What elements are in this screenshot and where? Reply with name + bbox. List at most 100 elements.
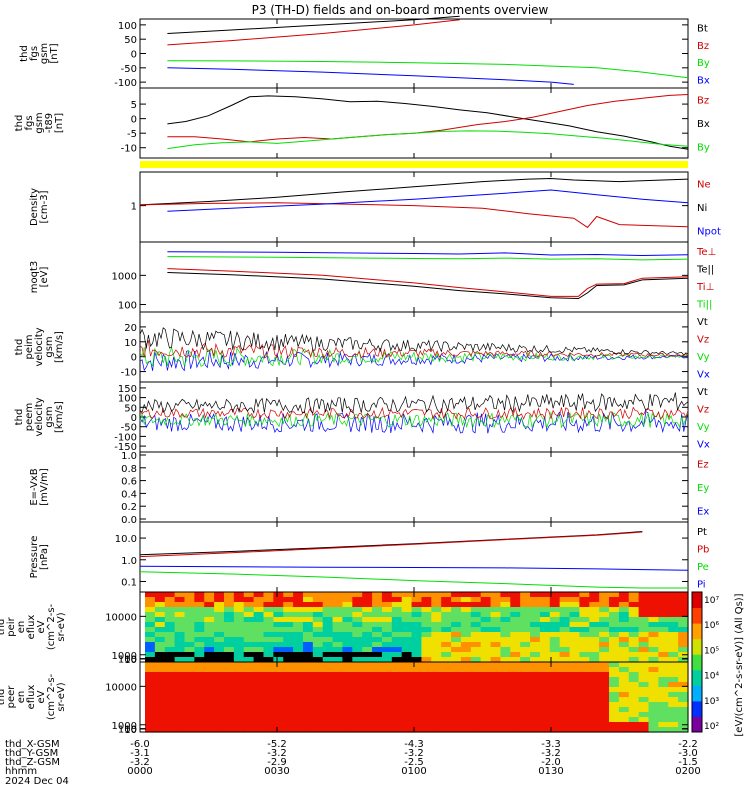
y-tick-label: 10 [124, 655, 137, 666]
heatmap-cell [421, 687, 432, 693]
heatmap-cell [273, 672, 284, 678]
heatmap-cell [391, 662, 403, 668]
footer-time-label: 0000 [127, 766, 152, 777]
heatmap-cell [638, 692, 650, 698]
heatmap-cell [490, 727, 502, 733]
heatmap-cell [648, 607, 659, 613]
heatmap-cell [668, 712, 679, 718]
heatmap-cell [342, 697, 353, 703]
heatmap-cell [658, 667, 669, 673]
heatmap-cell [470, 627, 482, 633]
heatmap-cell [381, 667, 393, 673]
heatmap-cell [559, 667, 571, 673]
heatmap-cell [411, 597, 423, 603]
heatmap-cell [490, 707, 502, 713]
heatmap-cell [658, 702, 669, 708]
heatmap-cell [322, 632, 334, 638]
heatmap-cell [480, 682, 492, 688]
heatmap-cell [451, 722, 462, 728]
heatmap-cell [283, 652, 294, 658]
heatmap-cell [322, 602, 334, 608]
heatmap-cell [441, 642, 452, 648]
heatmap-cell [312, 592, 324, 598]
heatmap-cell [362, 642, 373, 648]
heatmap-cell [569, 617, 580, 623]
heatmap-cell [273, 622, 284, 628]
heatmap-cell [618, 677, 630, 683]
heatmap-cell [549, 727, 561, 733]
heatmap-cell [470, 702, 482, 708]
heatmap-cell [184, 677, 195, 683]
heatmap-cell [609, 722, 620, 728]
heatmap-cell [490, 702, 502, 708]
heatmap-cell [539, 607, 551, 613]
y-tick-label: 10 [124, 725, 137, 736]
heatmap-cell [549, 647, 561, 653]
heatmap-cell [352, 642, 363, 648]
heatmap-cell [204, 607, 215, 613]
heatmap-cell [174, 677, 186, 683]
heatmap-cell [470, 592, 482, 598]
heatmap-cell [164, 662, 176, 668]
heatmap-cell [559, 697, 571, 703]
heatmap-cell [362, 727, 373, 733]
heatmap-cell [599, 712, 610, 718]
heatmap-cell [174, 612, 186, 618]
heatmap-cell [293, 627, 304, 633]
y-tick-label: -5 [127, 129, 137, 140]
heatmap-cell [500, 652, 511, 658]
heatmap-cell [362, 592, 373, 598]
heatmap-cell [302, 642, 314, 648]
heatmap-cell [589, 712, 600, 718]
heatmap-cell [233, 697, 245, 703]
heatmap-cell [658, 612, 669, 618]
heatmap-cell [243, 712, 255, 718]
heatmap-cell [451, 637, 462, 643]
heatmap-cell [490, 597, 502, 603]
heatmap-cell [431, 627, 442, 633]
heatmap-cell [322, 657, 334, 663]
heatmap-cell [628, 602, 640, 608]
heatmap-cell [500, 612, 511, 618]
heatmap-cell [342, 607, 353, 613]
heatmap-cell [480, 607, 492, 613]
heatmap-cell [174, 657, 186, 663]
heatmap-cell [658, 647, 669, 653]
heatmap-cell [638, 652, 650, 658]
heatmap-cell [421, 607, 432, 613]
heatmap-cell [283, 622, 294, 628]
heatmap-cell [184, 602, 195, 608]
heatmap-cell [214, 712, 225, 718]
heatmap-cell [589, 717, 600, 723]
heatmap-cell [441, 627, 452, 633]
heatmap-cell [312, 637, 324, 643]
colorbar-segment [692, 623, 702, 640]
heatmap-cell [253, 597, 265, 603]
heatmap-cell [638, 727, 650, 733]
heatmap-cell [184, 727, 195, 733]
legend-label: Bt [697, 24, 708, 35]
heatmap-cell [490, 602, 502, 608]
heatmap-cell [609, 622, 620, 628]
heatmap-cell [401, 672, 413, 678]
heatmap-cell [599, 707, 610, 713]
heatmap-cell [214, 667, 225, 673]
heatmap-cell [648, 707, 659, 713]
heatmap-cell [214, 597, 225, 603]
heatmap-cell [342, 727, 353, 733]
heatmap-cell [164, 692, 176, 698]
heatmap-cell [145, 592, 156, 598]
heatmap-cell [263, 682, 274, 688]
heatmap-cell [362, 647, 373, 653]
heatmap-cell [243, 597, 255, 603]
heatmap-cell [293, 642, 304, 648]
heatmap-cell [648, 592, 659, 598]
colorbar-segment [692, 716, 702, 733]
heatmap-cell [154, 727, 166, 733]
heatmap-cell [441, 637, 452, 643]
heatmap-cell [253, 622, 265, 628]
heatmap-cell [559, 672, 571, 678]
